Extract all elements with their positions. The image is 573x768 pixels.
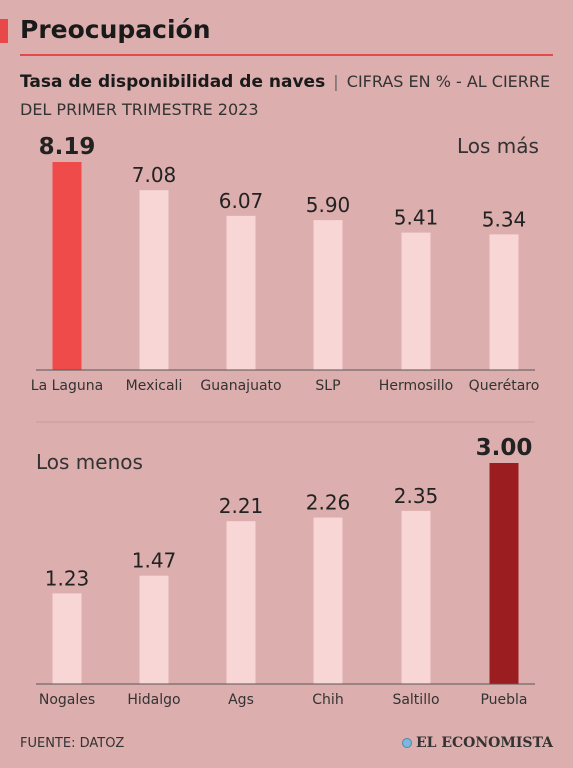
top-value-label-3: 5.90 — [306, 193, 351, 217]
section-label-bottom: Los menos — [36, 450, 143, 474]
bottom-bar-4 — [401, 510, 431, 684]
bottom-category-label-2: Ags — [228, 692, 254, 708]
bottom-value-label-3: 2.26 — [306, 491, 351, 515]
bottom-value-label-4: 2.35 — [394, 484, 439, 508]
bottom-bar-0 — [52, 593, 82, 684]
bottom-bar-2 — [226, 521, 256, 684]
bottom-category-label-0: Nogales — [39, 692, 95, 708]
bottom-bar-5 — [489, 463, 519, 684]
top-category-label-0: La Laguna — [31, 378, 103, 394]
top-value-label-5: 5.34 — [482, 207, 527, 231]
bottom-category-label-5: Puebla — [480, 692, 527, 708]
header-divider — [20, 54, 553, 56]
section-label-top: Los más — [457, 134, 539, 158]
top-bar-1 — [139, 190, 169, 370]
top-value-label-0: 8.19 — [39, 134, 96, 160]
subtitle-separator: | — [333, 72, 339, 91]
bottom-category-label-3: Chih — [312, 692, 343, 708]
bottom-bar-3 — [313, 517, 343, 684]
chart-subtitle: Tasa de disponibilidad de naves | CIFRAS… — [20, 68, 560, 123]
top-bar-3 — [313, 220, 343, 370]
bottom-value-label-0: 1.23 — [45, 566, 90, 590]
subtitle-units: CIFRAS EN % - AL CIERRE DEL PRIMER TRIME… — [20, 72, 551, 119]
top-bar-5 — [489, 234, 519, 370]
top-category-label-4: Hermosillo — [379, 378, 453, 394]
top-bar-4 — [401, 232, 431, 370]
top-bar-2 — [226, 215, 256, 370]
top-value-label-4: 5.41 — [394, 206, 439, 230]
top-bar-0 — [52, 162, 82, 370]
bottom-value-label-5: 3.00 — [476, 435, 533, 461]
subtitle-main: Tasa de disponibilidad de naves — [20, 72, 326, 92]
publisher-logo: EL ECONOMISTA — [401, 735, 553, 751]
accent-bar — [0, 19, 8, 43]
top-value-label-1: 7.08 — [132, 163, 177, 187]
bottom-value-label-1: 1.47 — [132, 549, 177, 573]
bottom-category-label-1: Hidalgo — [127, 692, 180, 708]
top-category-label-3: SLP — [315, 378, 340, 394]
bottom-value-label-2: 2.21 — [219, 494, 264, 518]
source-note: FUENTE: DATOZ — [20, 736, 125, 751]
bottom-category-label-4: Saltillo — [392, 692, 439, 708]
top-value-label-2: 6.07 — [219, 189, 264, 213]
top-category-label-2: Guanajuato — [200, 378, 281, 394]
globe-icon — [401, 738, 412, 748]
top-category-label-1: Mexicali — [126, 378, 183, 394]
bottom-bar-1 — [139, 575, 169, 684]
publisher-name: EL ECONOMISTA — [415, 735, 553, 751]
page-title: Preocupación — [20, 15, 211, 44]
top-category-label-5: Querétaro — [469, 378, 540, 394]
